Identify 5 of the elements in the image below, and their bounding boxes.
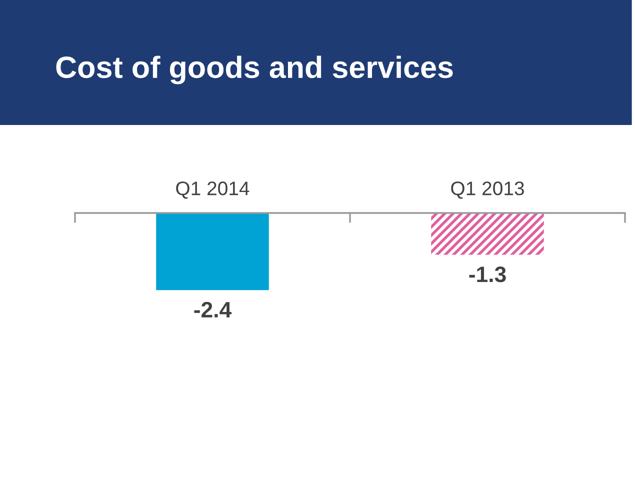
chart-title: Cost of goods and services (56, 56, 453, 84)
data-label: -1.3 (469, 266, 506, 282)
x-tick-label: Q1 2014 (176, 182, 250, 199)
x-tick-label: Q1 2013 (451, 182, 524, 199)
data-label: -2.4 (194, 302, 232, 318)
